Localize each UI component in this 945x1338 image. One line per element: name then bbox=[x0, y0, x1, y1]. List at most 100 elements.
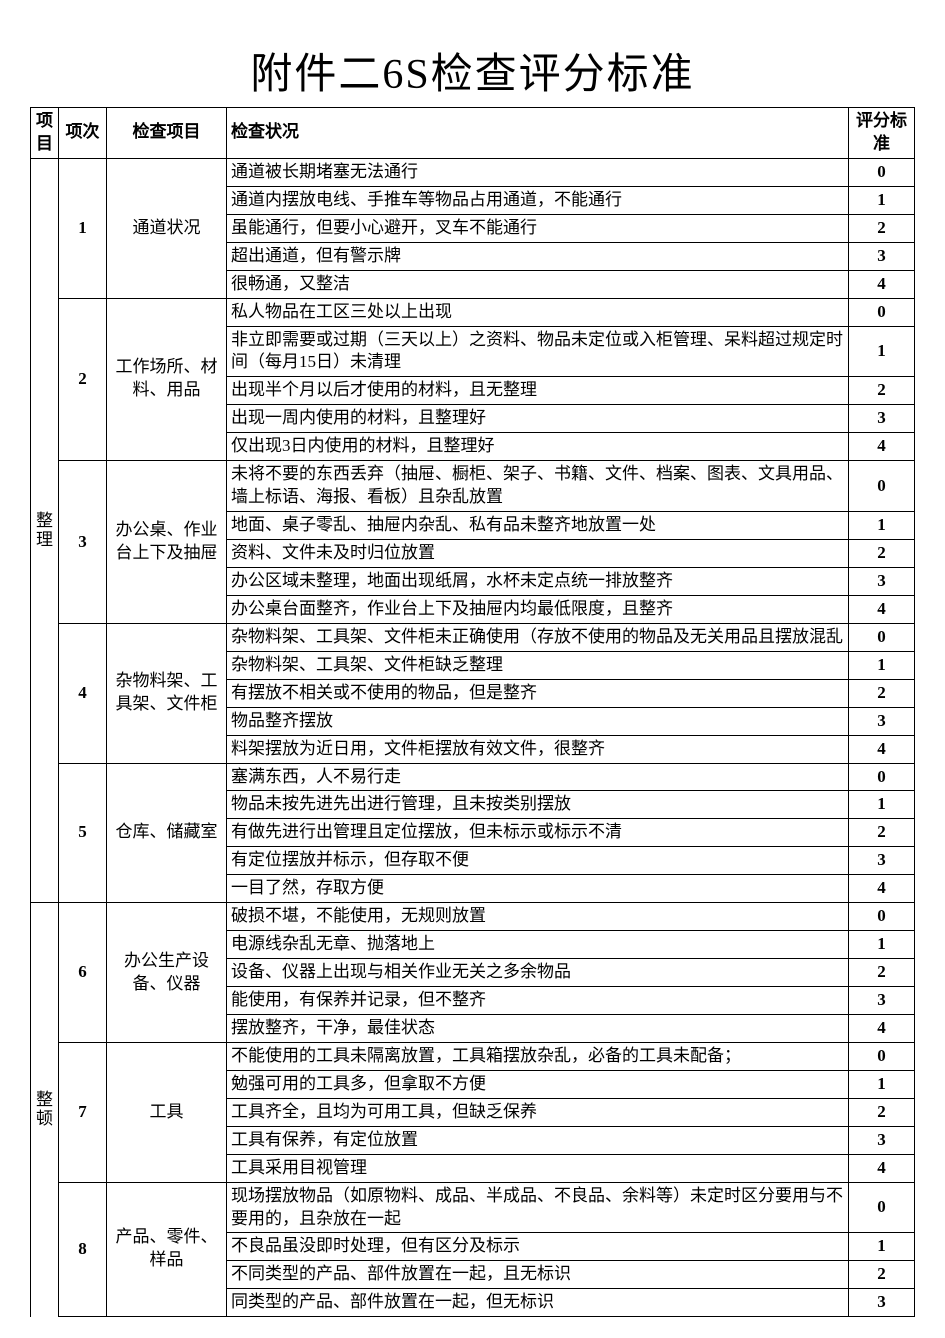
check-item-cell: 办公桌、作业台上下及抽屉 bbox=[107, 461, 227, 624]
score-cell: 0 bbox=[849, 763, 915, 791]
table-row: 4杂物料架、工具架、文件柜杂物料架、工具架、文件柜未正确使用（存放不使用的物品及… bbox=[31, 623, 915, 651]
scoring-table: 项目 项次 检查项目 检查状况 评分标准 整理1通道状况通道被长期堵塞无法通行0… bbox=[30, 107, 915, 1317]
score-cell: 1 bbox=[849, 1070, 915, 1098]
score-cell: 0 bbox=[849, 1182, 915, 1233]
score-cell: 3 bbox=[849, 987, 915, 1015]
score-cell: 1 bbox=[849, 931, 915, 959]
table-row: 2工作场所、材料、用品私人物品在工区三处以上出现0 bbox=[31, 298, 915, 326]
situation-cell: 塞满东西，人不易行走 bbox=[227, 763, 849, 791]
situation-cell: 杂物料架、工具架、文件柜未正确使用（存放不使用的物品及无关用品且摆放混乱 bbox=[227, 623, 849, 651]
situation-cell: 杂物料架、工具架、文件柜缺乏整理 bbox=[227, 651, 849, 679]
sequence-cell: 6 bbox=[59, 903, 107, 1043]
table-row: 整顿6办公生产设备、仪器破损不堪，不能使用，无规则放置0 bbox=[31, 903, 915, 931]
situation-cell: 不同类型的产品、部件放置在一起，且无标识 bbox=[227, 1261, 849, 1289]
situation-cell: 未将不要的东西丢弃（抽屉、橱柜、架子、书籍、文件、档案、图表、文具用品、墙上标语… bbox=[227, 461, 849, 512]
check-item-cell: 杂物料架、工具架、文件柜 bbox=[107, 623, 227, 763]
situation-cell: 电源线杂乱无章、抛落地上 bbox=[227, 931, 849, 959]
table-header-row: 项目 项次 检查项目 检查状况 评分标准 bbox=[31, 108, 915, 159]
situation-cell: 地面、桌子零乱、抽屉内杂乱、私有品未整齐地放置一处 bbox=[227, 512, 849, 540]
score-cell: 4 bbox=[849, 595, 915, 623]
score-cell: 1 bbox=[849, 791, 915, 819]
page-title: 附件二6S检查评分标准 bbox=[30, 40, 915, 101]
score-cell: 2 bbox=[849, 1098, 915, 1126]
sequence-cell: 8 bbox=[59, 1182, 107, 1317]
table-body: 整理1通道状况通道被长期堵塞无法通行0通道内摆放电线、手推车等物品占用通道，不能… bbox=[31, 158, 915, 1316]
score-cell: 1 bbox=[849, 651, 915, 679]
check-item-cell: 通道状况 bbox=[107, 158, 227, 298]
situation-cell: 工具采用目视管理 bbox=[227, 1154, 849, 1182]
score-cell: 3 bbox=[849, 707, 915, 735]
hdr-score-std: 评分标准 bbox=[849, 108, 915, 159]
score-cell: 4 bbox=[849, 433, 915, 461]
score-cell: 0 bbox=[849, 623, 915, 651]
score-cell: 2 bbox=[849, 1261, 915, 1289]
situation-cell: 通道被长期堵塞无法通行 bbox=[227, 158, 849, 186]
situation-cell: 破损不堪，不能使用，无规则放置 bbox=[227, 903, 849, 931]
sequence-cell: 4 bbox=[59, 623, 107, 763]
table-row: 8产品、零件、样品现场摆放物品（如原物料、成品、半成品、不良品、余料等）未定时区… bbox=[31, 1182, 915, 1233]
situation-cell: 有定位摆放并标示，但存取不便 bbox=[227, 847, 849, 875]
situation-cell: 资料、文件未及时归位放置 bbox=[227, 540, 849, 568]
situation-cell: 通道内摆放电线、手推车等物品占用通道，不能通行 bbox=[227, 186, 849, 214]
situation-cell: 现场摆放物品（如原物料、成品、半成品、不良品、余料等）未定时区分要用与不要用的，… bbox=[227, 1182, 849, 1233]
situation-cell: 能使用，有保养并记录，但不整齐 bbox=[227, 987, 849, 1015]
hdr-category: 项目 bbox=[31, 108, 59, 159]
score-cell: 4 bbox=[849, 735, 915, 763]
situation-cell: 勉强可用的工具多，但拿取不方便 bbox=[227, 1070, 849, 1098]
score-cell: 1 bbox=[849, 186, 915, 214]
situation-cell: 办公桌台面整齐，作业台上下及抽屉内均最低限度，且整齐 bbox=[227, 595, 849, 623]
score-cell: 2 bbox=[849, 214, 915, 242]
score-cell: 1 bbox=[849, 512, 915, 540]
situation-cell: 出现一周内使用的材料，且整理好 bbox=[227, 405, 849, 433]
situation-cell: 出现半个月以后才使用的材料，且无整理 bbox=[227, 377, 849, 405]
situation-cell: 物品未按先进先出进行管理，且未按类别摆放 bbox=[227, 791, 849, 819]
situation-cell: 物品整齐摆放 bbox=[227, 707, 849, 735]
sequence-cell: 2 bbox=[59, 298, 107, 461]
score-cell: 2 bbox=[849, 959, 915, 987]
score-cell: 0 bbox=[849, 461, 915, 512]
situation-cell: 办公区域未整理，地面出现纸屑，水杯未定点统一排放整齐 bbox=[227, 567, 849, 595]
check-item-cell: 工具 bbox=[107, 1042, 227, 1182]
situation-cell: 私人物品在工区三处以上出现 bbox=[227, 298, 849, 326]
situation-cell: 有做先进行出管理且定位摆放，但未标示或标示不清 bbox=[227, 819, 849, 847]
table-row: 整理1通道状况通道被长期堵塞无法通行0 bbox=[31, 158, 915, 186]
score-cell: 3 bbox=[849, 847, 915, 875]
score-cell: 2 bbox=[849, 377, 915, 405]
score-cell: 1 bbox=[849, 1233, 915, 1261]
score-cell: 2 bbox=[849, 679, 915, 707]
score-cell: 2 bbox=[849, 540, 915, 568]
score-cell: 4 bbox=[849, 1154, 915, 1182]
check-item-cell: 产品、零件、样品 bbox=[107, 1182, 227, 1317]
sequence-cell: 7 bbox=[59, 1042, 107, 1182]
situation-cell: 同类型的产品、部件放置在一起，但无标识 bbox=[227, 1289, 849, 1317]
category-cell: 整理 bbox=[31, 158, 59, 902]
score-cell: 3 bbox=[849, 242, 915, 270]
score-cell: 1 bbox=[849, 326, 915, 377]
score-cell: 3 bbox=[849, 1289, 915, 1317]
situation-cell: 仅出现3日内使用的材料，且整理好 bbox=[227, 433, 849, 461]
sequence-cell: 1 bbox=[59, 158, 107, 298]
score-cell: 3 bbox=[849, 405, 915, 433]
sequence-cell: 5 bbox=[59, 763, 107, 903]
sequence-cell: 3 bbox=[59, 461, 107, 624]
table-row: 3办公桌、作业台上下及抽屉未将不要的东西丢弃（抽屉、橱柜、架子、书籍、文件、档案… bbox=[31, 461, 915, 512]
situation-cell: 设备、仪器上出现与相关作业无关之多余物品 bbox=[227, 959, 849, 987]
category-cell: 整顿 bbox=[31, 903, 59, 1317]
score-cell: 2 bbox=[849, 819, 915, 847]
score-cell: 0 bbox=[849, 1042, 915, 1070]
situation-cell: 不良品虽没即时处理，但有区分及标示 bbox=[227, 1233, 849, 1261]
score-cell: 0 bbox=[849, 158, 915, 186]
table-row: 7工具不能使用的工具未隔离放置，工具箱摆放杂乱，必备的工具未配备；0 bbox=[31, 1042, 915, 1070]
score-cell: 4 bbox=[849, 270, 915, 298]
score-cell: 0 bbox=[849, 298, 915, 326]
hdr-sequence: 项次 bbox=[59, 108, 107, 159]
score-cell: 0 bbox=[849, 903, 915, 931]
score-cell: 3 bbox=[849, 567, 915, 595]
hdr-check-item: 检查项目 bbox=[107, 108, 227, 159]
situation-cell: 料架摆放为近日用，文件柜摆放有效文件，很整齐 bbox=[227, 735, 849, 763]
score-cell: 3 bbox=[849, 1126, 915, 1154]
situation-cell: 虽能通行，但要小心避开，叉车不能通行 bbox=[227, 214, 849, 242]
situation-cell: 摆放整齐，干净，最佳状态 bbox=[227, 1014, 849, 1042]
hdr-situation: 检查状况 bbox=[227, 108, 849, 159]
situation-cell: 超出通道，但有警示牌 bbox=[227, 242, 849, 270]
